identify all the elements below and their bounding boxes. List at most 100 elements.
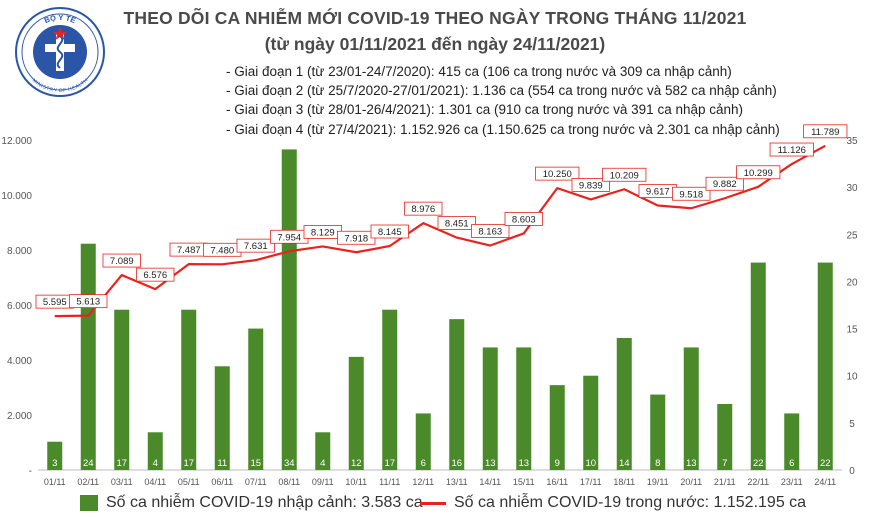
bar-value-label: 13: [485, 458, 496, 469]
bar-value-label: 7: [722, 458, 727, 469]
right-axis-tick-label: 0: [849, 466, 855, 477]
line-value-box: [102, 253, 141, 268]
bar-imported-23-11: [784, 413, 800, 470]
bar-imported-24-11: [817, 262, 833, 470]
right-axis-tick-label: 15: [846, 325, 858, 336]
left-axis-tick-label: -: [29, 466, 32, 477]
left-axis-tick-label: 8.000: [7, 246, 32, 257]
x-tick-label: 20/11: [680, 477, 702, 487]
bar-value-label: 9: [555, 458, 560, 469]
bar-imported-19-11: [650, 394, 666, 470]
right-axis-tick-label: 30: [846, 183, 858, 194]
bar-imported-18-11: [616, 338, 632, 470]
line-value-label: 8.145: [378, 227, 402, 238]
line-value-label: 8.163: [478, 227, 502, 238]
bar-value-label: 16: [451, 458, 462, 469]
bar-imported-20-11: [683, 347, 699, 470]
line-value-label: 8.603: [512, 214, 536, 225]
line-value-label: 7.089: [110, 256, 134, 267]
line-domestic: [54, 144, 826, 318]
bar-value-label: 22: [753, 458, 764, 469]
bar-value-label: 13: [518, 458, 529, 469]
x-tick-label: 10/11: [345, 477, 367, 487]
bar-value-label: 24: [83, 458, 94, 469]
line-value-label: 11.126: [778, 145, 806, 156]
x-tick-label: 18/11: [613, 477, 635, 487]
chart-title: THEO DÕI CA NHIỄM MỚI COVID-19 THEO NGÀY…: [123, 8, 747, 28]
line-value-label: 10.299: [744, 168, 773, 179]
legend-item-domestic: Số ca nhiễm COVID-19 trong nước: 1.152.1…: [420, 494, 806, 512]
right-axis-tick-label: 10: [846, 372, 858, 383]
x-tick-label: 06/11: [211, 477, 233, 487]
x-tick-label: 07/11: [245, 477, 267, 487]
bar-imported-22-11: [750, 262, 766, 470]
legend-line-swatch: [420, 501, 446, 505]
legend-bar-swatch: [80, 495, 98, 511]
bar-value-label: 6: [421, 458, 426, 469]
line-value-label: 10.250: [543, 169, 572, 180]
line-value-label: 9.617: [646, 187, 670, 198]
line-value-box: [437, 216, 476, 230]
line-value-box: [769, 142, 814, 157]
phase-list: - Giai đoạn 1 (từ 23/01-24/7/2020): 415 …: [226, 62, 780, 139]
x-tick-label: 08/11: [278, 477, 300, 487]
x-tick-label: 02/11: [77, 477, 99, 487]
line-value-label: 11.789: [811, 127, 839, 138]
line-value-label: 7.954: [277, 232, 301, 243]
line-value-label: 7.480: [210, 245, 234, 256]
line-value-label: 7.918: [344, 233, 368, 244]
bar-imported-04-11: [147, 432, 163, 470]
svg-text:BỘ Y TẾ: BỘ Y TẾ: [43, 13, 77, 25]
x-tick-label: 15/11: [513, 477, 535, 487]
line-value-label: 8.129: [311, 227, 335, 238]
bar-imported-16-11: [549, 385, 565, 470]
line-value-box: [471, 224, 510, 238]
phase-item-1: - Giai đoạn 1 (từ 23/01-24/7/2020): 415 …: [226, 64, 732, 79]
bar-value-label: 13: [686, 458, 697, 469]
bar-value-label: 17: [384, 458, 395, 469]
line-value-label: 10.209: [610, 170, 639, 181]
bar-imported-07-11: [248, 328, 264, 470]
right-axis-tick-label: 25: [846, 230, 858, 241]
legend-item-imported: Số ca nhiễm COVID-19 nhập cảnh: 3.583 ca: [80, 494, 423, 512]
bar-imported-15-11: [516, 347, 532, 470]
line-value-box: [504, 212, 543, 226]
bar-value-label: 15: [250, 458, 261, 469]
bar-value-label: 34: [284, 458, 295, 469]
line-value-label: 7.631: [244, 241, 268, 252]
legend-label-imported: Số ca nhiễm COVID-19 nhập cảnh: 3.583 ca: [106, 494, 423, 511]
line-value-label: 7.487: [177, 245, 201, 256]
line-value-box: [803, 124, 848, 139]
x-tick-label: 12/11: [412, 477, 434, 487]
line-value-label: 6.576: [143, 270, 167, 281]
bar-value-label: 14: [619, 458, 630, 469]
bar-value-label: 4: [320, 458, 325, 469]
line-value-box: [736, 165, 781, 180]
bar-value-label: 4: [153, 458, 158, 469]
x-tick-label: 23/11: [781, 477, 803, 487]
bar-value-label: 11: [217, 458, 227, 469]
line-value-label: 9.839: [579, 180, 603, 191]
bar-imported-05-11: [181, 309, 197, 470]
ministry-of-health-logo: BỘ Y TẾ MINISTRY OF HEALTH: [15, 7, 105, 97]
bar-imported-11-11: [382, 309, 398, 470]
x-tick-label: 05/11: [178, 477, 200, 487]
left-axis-tick-label: 4.000: [7, 356, 32, 367]
bar-imported-06-11: [214, 366, 230, 470]
x-tick-label: 01/11: [44, 477, 66, 487]
bar-imported-13-11: [449, 319, 465, 470]
line-value-box: [69, 294, 108, 309]
bar-imported-09-11: [315, 432, 331, 470]
bar-imported-01-11: [47, 441, 63, 470]
line-value-label: 5.595: [43, 297, 67, 308]
line-value-box: [672, 186, 711, 201]
x-tick-label: 17/11: [580, 477, 602, 487]
line-value-label: 8.451: [445, 219, 469, 230]
x-tick-label: 19/11: [647, 477, 669, 487]
bar-value-label: 8: [655, 458, 660, 469]
line-value-box: [535, 166, 580, 181]
right-axis-tick-label: 20: [846, 277, 858, 288]
right-axis-tick-label: 35: [846, 136, 858, 147]
x-tick-label: 03/11: [111, 477, 133, 487]
phase-item-4: - Giai đoạn 4 (từ 27/4/2021): 1.152.926 …: [226, 121, 780, 137]
